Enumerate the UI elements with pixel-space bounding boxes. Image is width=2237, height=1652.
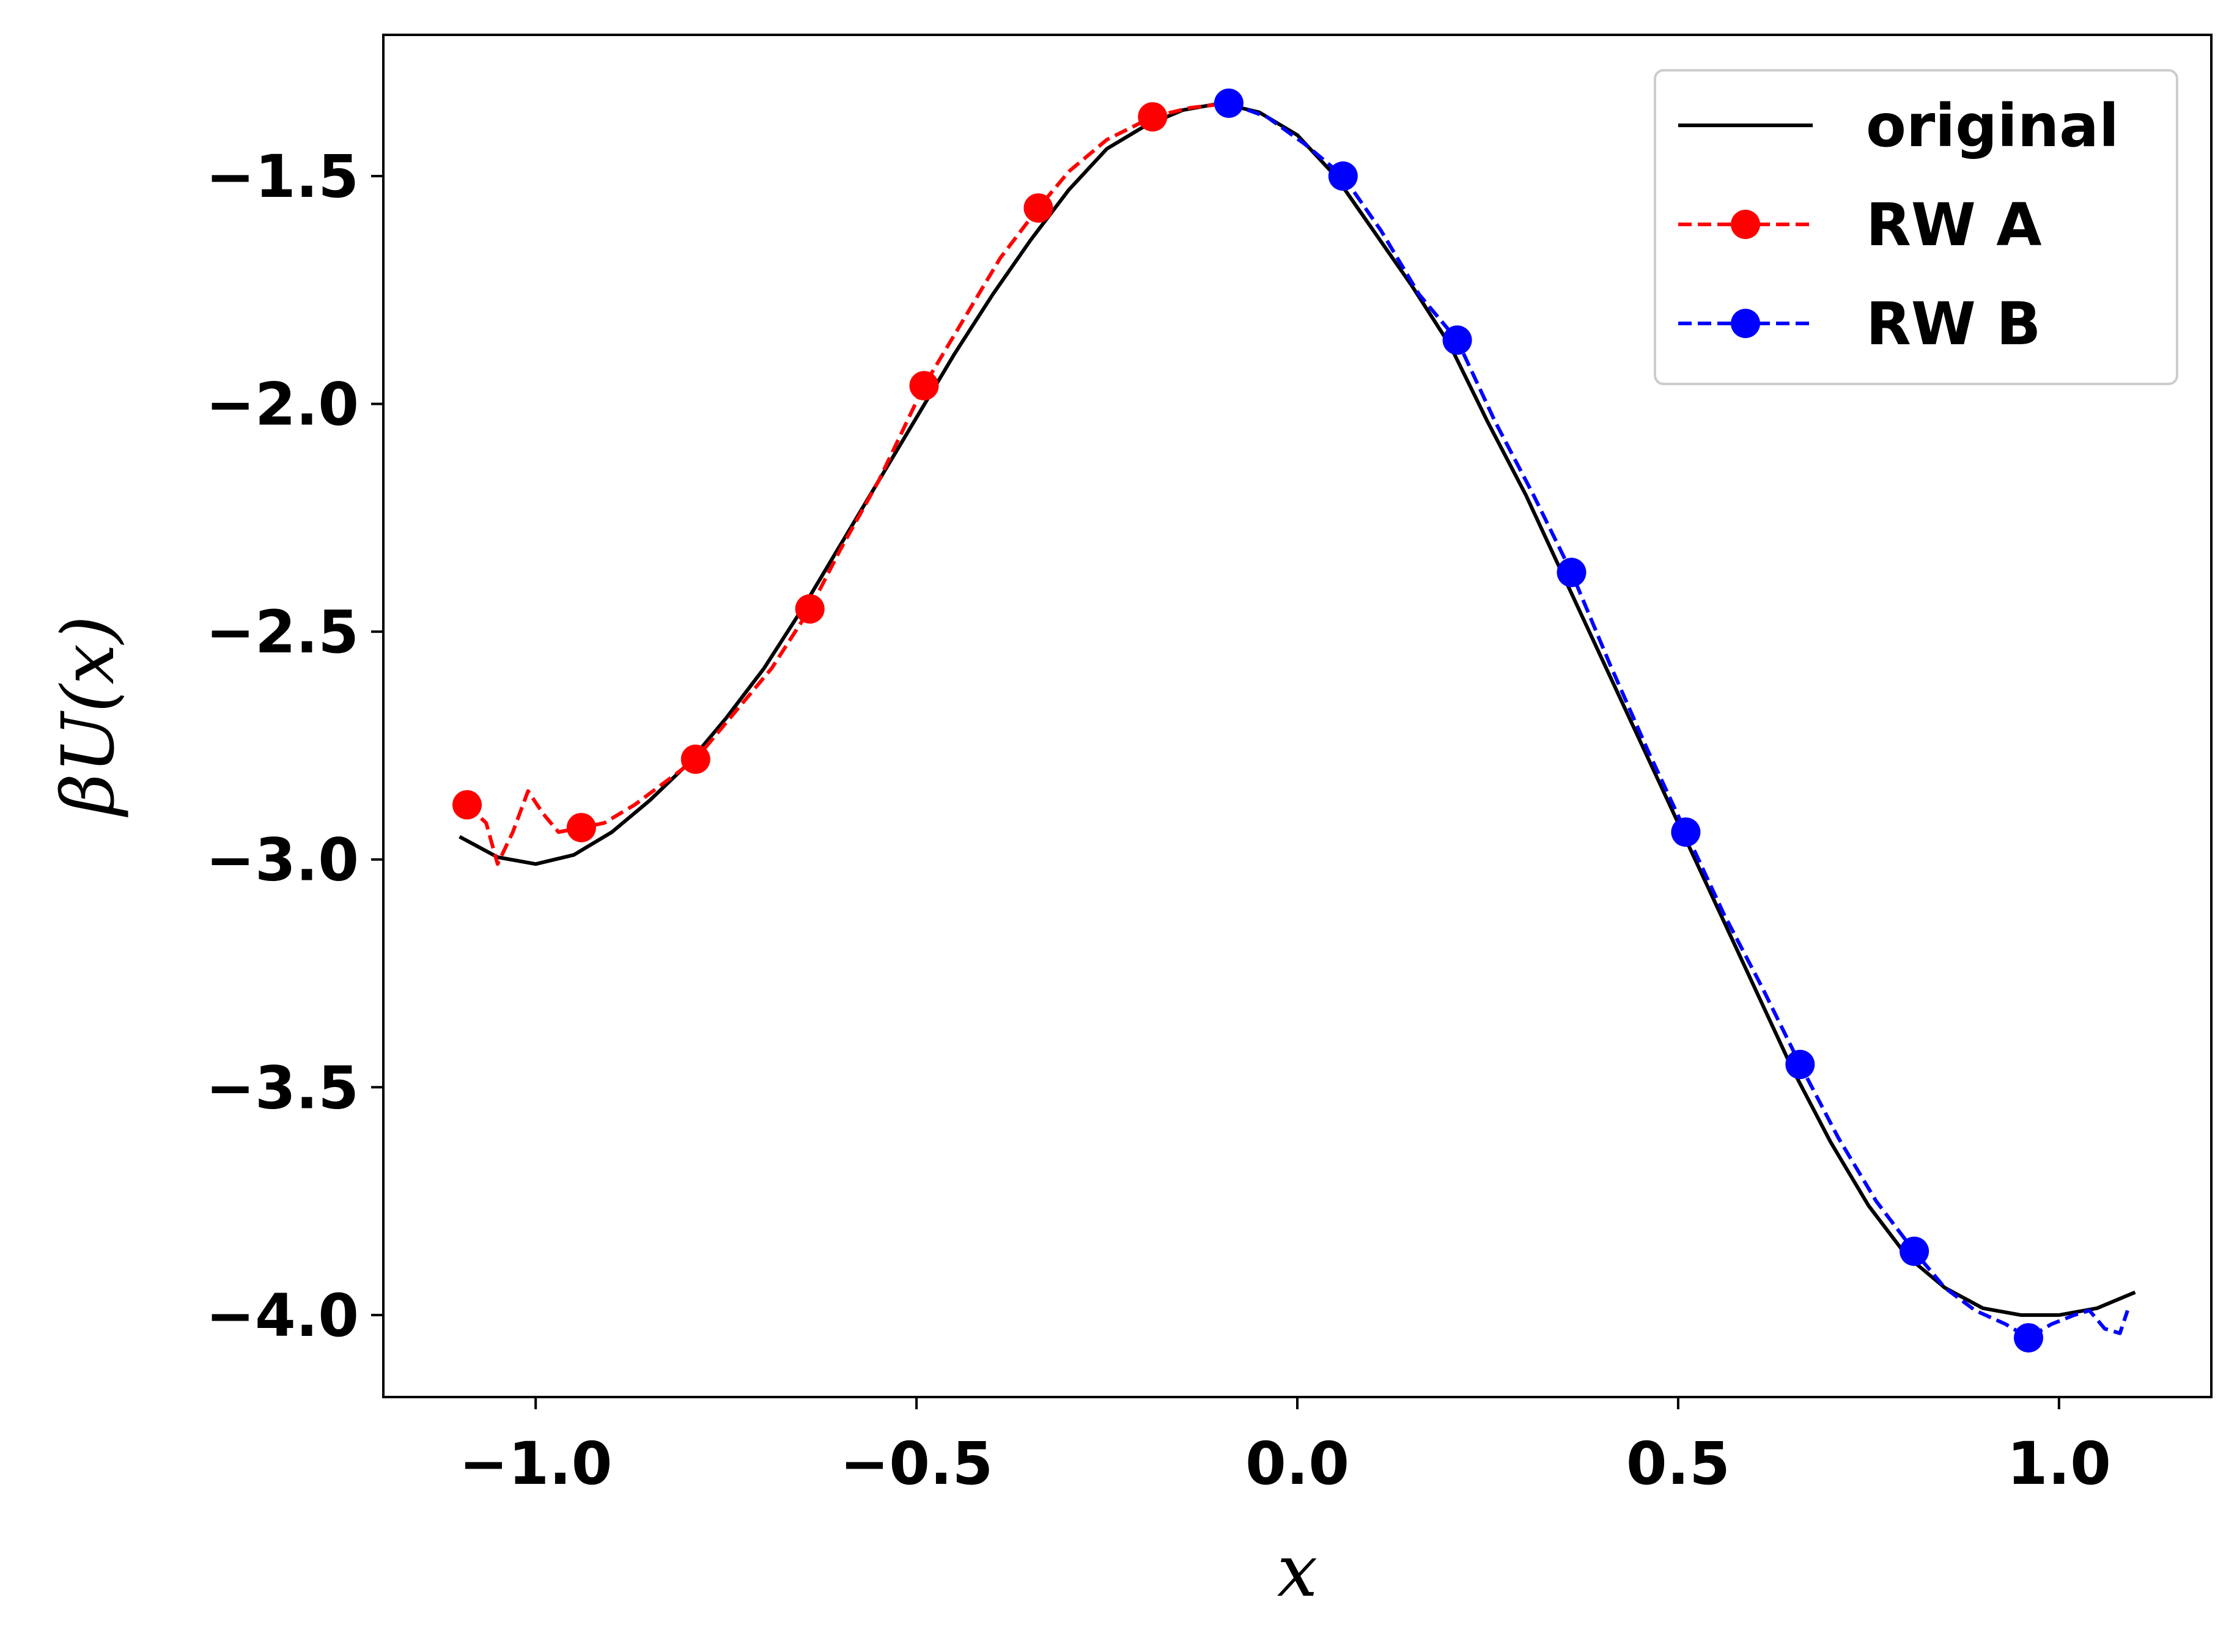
y-tick-label: −2.0	[206, 371, 359, 439]
legend: original RW A RW B	[1654, 69, 2178, 385]
data-point-rw-b-5	[1785, 1050, 1815, 1079]
x-axis-ticks: −1.0 −0.5 0.0 0.5 1.0	[459, 1397, 2111, 1498]
data-point-rw-b-4	[1671, 817, 1701, 847]
legend-label-rw-a: RW A	[1866, 191, 2042, 259]
data-point-rw-a-0	[452, 790, 482, 820]
data-point-rw-b-6	[1900, 1236, 1929, 1266]
data-point-rw-a-4	[909, 371, 939, 400]
series-layer	[452, 88, 2136, 1353]
data-point-rw-b-3	[1557, 558, 1587, 588]
y-tick-label: −2.5	[206, 598, 359, 666]
x-tick-label: −0.5	[840, 1429, 993, 1498]
y-tick-label: −3.5	[206, 1053, 359, 1122]
legend-marker-rw-b	[1731, 309, 1760, 338]
data-point-rw-b-7	[2014, 1323, 2043, 1353]
x-tick-label: 0.5	[1626, 1429, 1730, 1498]
legend-marker-rw-a	[1731, 210, 1760, 239]
data-point-rw-a-5	[1023, 193, 1053, 223]
legend-box	[1654, 69, 2178, 385]
y-axis-ticks: −1.5 −2.0 −2.5 −3.0 −3.5 −4.0	[206, 142, 383, 1350]
data-point-rw-b-0	[1214, 88, 1244, 118]
y-tick-label: −1.5	[206, 142, 359, 211]
series-line-original	[459, 101, 2136, 1317]
series-line-rw-b	[1228, 101, 2129, 1340]
legend-label-rw-b: RW B	[1866, 290, 2041, 358]
data-point-rw-a-6	[1138, 102, 1168, 132]
x-tick-label: 1.0	[2007, 1429, 2111, 1498]
data-point-rw-a-2	[680, 744, 710, 774]
y-axis-label: βU(x)	[46, 616, 130, 817]
data-point-rw-a-3	[795, 594, 825, 624]
y-tick-label: −4.0	[206, 1281, 359, 1350]
y-tick-label: −3.0	[206, 826, 359, 894]
legend-items: original RW A RW B	[1678, 92, 2119, 358]
data-point-rw-a-1	[566, 813, 596, 843]
data-point-rw-b-1	[1328, 161, 1358, 191]
x-axis-label: x	[1277, 1528, 1318, 1613]
legend-label-original: original	[1866, 92, 2119, 160]
x-tick-label: 0.0	[1245, 1429, 1349, 1498]
x-tick-label: −1.0	[459, 1429, 613, 1498]
data-point-rw-b-2	[1442, 325, 1472, 355]
series-line-rw-a	[465, 101, 1229, 866]
